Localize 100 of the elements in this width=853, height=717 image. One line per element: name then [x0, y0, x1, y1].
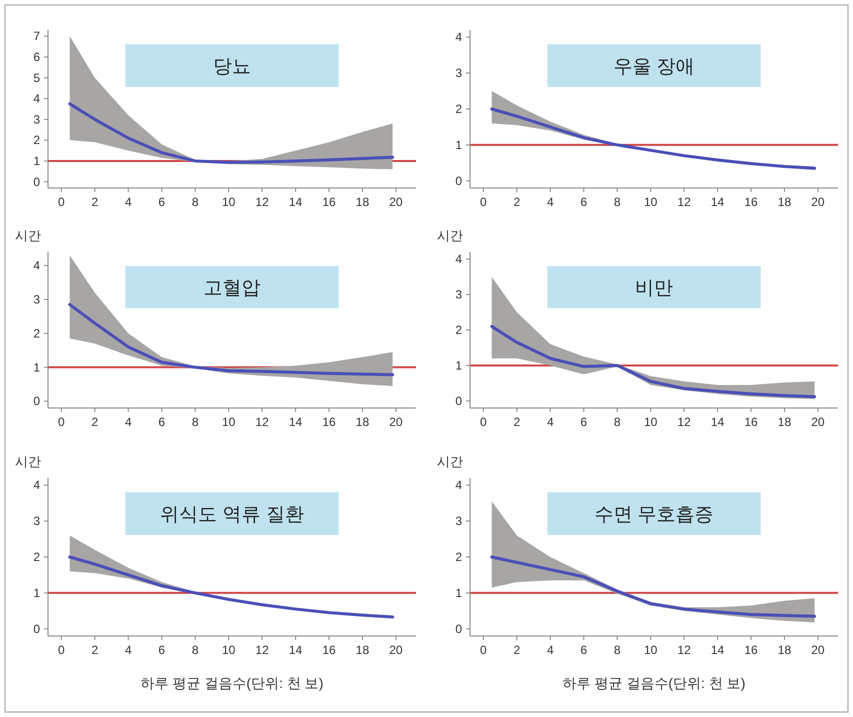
y-tick-label: 0: [33, 394, 40, 408]
y-tick-label: 1: [33, 586, 40, 600]
x-tick-label: 14: [288, 415, 303, 429]
x-tick-label: 6: [580, 643, 588, 657]
x-tick-label: 20: [811, 643, 825, 657]
y-axis-title: 시간: [437, 454, 463, 469]
y-tick-label: 3: [455, 288, 462, 302]
y-tick-label: 0: [455, 394, 462, 408]
x-tick-label: 18: [356, 195, 370, 209]
x-tick-label: 16: [744, 195, 758, 209]
x-tick-label: 0: [58, 643, 66, 657]
x-tick-label: 2: [513, 415, 520, 429]
x-tick-label: 4: [124, 643, 132, 657]
x-tick-label: 2: [91, 195, 98, 209]
y-tick-label: 3: [33, 292, 40, 306]
x-tick-label: 12: [255, 415, 270, 429]
x-tick-label: 2: [91, 415, 98, 429]
y-tick-label: 7: [33, 29, 40, 44]
y-tick-label: 2: [33, 550, 40, 564]
x-tick-label: 2: [91, 643, 98, 657]
x-tick-label: 20: [811, 195, 825, 209]
x-tick-label: 6: [580, 195, 588, 209]
x-tick-label: 14: [288, 643, 303, 657]
y-tick-label: 1: [33, 360, 40, 374]
x-tick-label: 16: [744, 643, 758, 657]
x-tick-label: 10: [644, 195, 658, 209]
x-tick-label: 14: [288, 195, 303, 209]
x-tick-label: 0: [480, 195, 488, 209]
x-tick-label: 14: [710, 415, 725, 429]
y-tick-label: 2: [33, 133, 40, 148]
x-tick-label: 10: [222, 195, 236, 209]
text: 당뇨: [213, 56, 251, 78]
x-tick-label: 12: [677, 195, 692, 209]
y-tick-label: 4: [455, 30, 462, 44]
x-tick-label: 8: [192, 195, 199, 209]
x-tick-label: 18: [778, 643, 792, 657]
x-tick-label: 4: [546, 195, 554, 209]
x-tick-label: 12: [677, 643, 692, 657]
x-tick-label: 4: [546, 415, 554, 429]
x-tick-label: 2: [513, 195, 520, 209]
y-axis-title: 시간: [15, 454, 41, 469]
y-tick-label: 0: [455, 174, 462, 188]
x-tick-label: 10: [644, 643, 658, 657]
x-tick-label: 6: [158, 195, 166, 209]
y-tick-label: 4: [33, 258, 40, 273]
x-tick-label: 16: [322, 643, 336, 657]
y-tick-label: 3: [33, 112, 40, 126]
y-axis-title: 시간: [15, 228, 41, 243]
x-tick-label: 10: [222, 643, 236, 657]
y-tick-label: 4: [455, 478, 462, 492]
y-tick-label: 4: [33, 478, 40, 492]
x-tick-label: 6: [580, 415, 588, 429]
x-tick-label: 18: [778, 415, 792, 429]
y-tick-label: 4: [455, 252, 462, 266]
x-tick-label: 10: [644, 415, 658, 429]
y-tick-label: 2: [33, 326, 40, 340]
x-tick-label: 0: [480, 415, 488, 429]
x-tick-label: 8: [614, 415, 621, 429]
y-tick-label: 2: [455, 550, 462, 564]
x-tick-label: 8: [614, 195, 621, 209]
x-tick-label: 14: [710, 643, 725, 657]
y-tick-label: 0: [33, 622, 40, 636]
text: 비만: [635, 278, 673, 300]
y-tick-label: 1: [33, 154, 40, 168]
y-tick-label: 3: [455, 66, 462, 80]
y-tick-label: 1: [455, 586, 462, 600]
y-tick-label: 1: [455, 138, 462, 152]
y-tick-label: 6: [33, 50, 40, 64]
x-tick-label: 20: [389, 643, 403, 657]
x-tick-label: 20: [811, 415, 825, 429]
x-tick-label: 12: [255, 195, 270, 209]
y-tick-label: 3: [33, 514, 40, 528]
text: 고혈압: [204, 278, 260, 300]
x-tick-label: 18: [356, 643, 370, 657]
x-tick-label: 4: [124, 415, 132, 429]
x-tick-label: 16: [744, 415, 758, 429]
x-tick-label: 14: [710, 195, 725, 209]
y-tick-label: 5: [33, 70, 40, 85]
text: 수면 무호흡증: [594, 504, 714, 526]
x-tick-label: 4: [124, 195, 132, 209]
x-tick-label: 0: [480, 643, 488, 657]
x-tick-label: 20: [389, 415, 403, 429]
x-tick-label: 18: [778, 195, 792, 209]
x-tick-label: 12: [255, 643, 270, 657]
x-axis-title: 하루 평균 걸음수(단위: 천 보): [562, 675, 746, 691]
x-tick-label: 10: [222, 415, 236, 429]
x-tick-label: 6: [158, 643, 166, 657]
x-tick-label: 0: [58, 415, 66, 429]
x-tick-label: 18: [356, 415, 370, 429]
x-tick-label: 8: [192, 415, 199, 429]
x-tick-label: 2: [513, 643, 520, 657]
y-tick-label: 0: [455, 622, 462, 636]
x-tick-label: 12: [677, 415, 692, 429]
x-tick-label: 8: [614, 643, 621, 657]
y-tick-label: 2: [455, 323, 462, 337]
y-axis-title: 시간: [437, 228, 463, 243]
y-tick-label: 4: [33, 92, 40, 106]
y-tick-label: 3: [455, 514, 462, 528]
x-tick-label: 8: [192, 643, 199, 657]
x-tick-label: 16: [322, 195, 336, 209]
